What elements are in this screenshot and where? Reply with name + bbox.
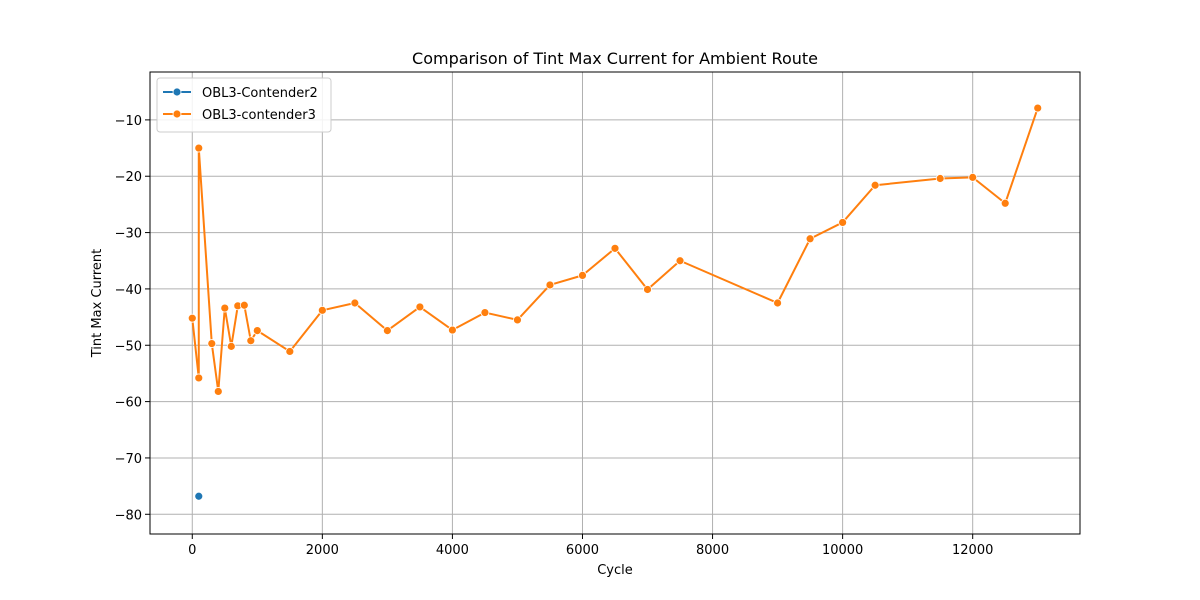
data-point	[805, 234, 815, 244]
series-line	[191, 107, 1039, 393]
data-point	[1000, 198, 1010, 208]
data-point	[246, 336, 256, 346]
series-0	[194, 491, 204, 501]
data-point	[194, 373, 204, 383]
data-point	[610, 243, 620, 253]
y-tick-label: −60	[115, 396, 142, 411]
plot-frame	[149, 71, 1081, 535]
grid-lines	[150, 72, 1080, 534]
data-point	[317, 305, 327, 315]
data-point	[382, 326, 392, 336]
data-point	[226, 341, 236, 351]
legend: OBL3-Contender2 OBL3-contender3	[156, 77, 332, 133]
data-point	[187, 313, 197, 323]
y-tick-label: −10	[115, 114, 142, 129]
y-axis-label: Tint Max Current	[90, 249, 105, 358]
series-layer	[187, 103, 1043, 501]
y-tick-label: −40	[115, 283, 142, 298]
x-axis-label: Cycle	[597, 563, 633, 578]
y-axis-ticks: −80 −70 −60 −50 −40 −30 −20 −10	[115, 114, 150, 523]
legend-label: OBL3-contender3	[202, 108, 316, 123]
legend-box	[156, 77, 332, 133]
x-tick-label: 6000	[566, 543, 599, 558]
legend-swatch-marker	[172, 87, 182, 97]
y-tick-label: −70	[115, 452, 142, 467]
y-tick-label: −50	[115, 339, 142, 354]
x-tick-label: 12000	[952, 543, 993, 558]
data-point	[480, 308, 490, 317]
x-tick-label: 10000	[822, 543, 863, 558]
x-tick-label: 0	[188, 543, 196, 558]
chart-title: Comparison of Tint Max Current for Ambie…	[412, 49, 818, 68]
data-point	[207, 339, 217, 348]
data-point	[252, 326, 262, 336]
y-tick-label: −20	[115, 170, 142, 185]
legend-label: OBL3-Contender2	[202, 86, 318, 101]
data-point	[870, 180, 880, 190]
data-point	[935, 174, 945, 183]
data-point	[1033, 103, 1043, 113]
data-point	[448, 325, 457, 335]
data-point	[643, 285, 652, 294]
data-point	[545, 280, 555, 290]
x-tick-label: 2000	[306, 543, 339, 558]
x-tick-label: 8000	[696, 543, 729, 558]
y-tick-label: −30	[115, 227, 142, 242]
data-point	[213, 387, 223, 396]
data-point	[194, 491, 204, 501]
data-point	[350, 298, 360, 308]
data-point	[239, 300, 249, 310]
data-point	[513, 315, 522, 325]
x-tick-label: 4000	[436, 543, 469, 558]
data-point	[773, 298, 782, 308]
data-point	[578, 270, 587, 280]
data-point	[220, 303, 230, 313]
data-point	[968, 172, 978, 182]
series-1	[187, 103, 1043, 396]
data-point	[415, 302, 425, 312]
data-point	[285, 347, 295, 356]
x-axis-ticks: 0 2000 4000 6000 8000 10000 12000	[188, 534, 993, 558]
y-tick-label: −80	[115, 508, 142, 523]
legend-swatch-marker	[172, 109, 182, 119]
data-point	[194, 143, 204, 153]
data-point	[838, 218, 848, 227]
data-point	[675, 256, 685, 266]
